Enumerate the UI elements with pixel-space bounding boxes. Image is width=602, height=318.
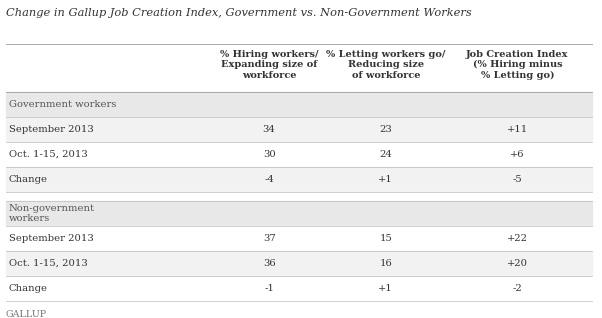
Bar — [6, 251, 592, 276]
Text: September 2013: September 2013 — [9, 125, 94, 134]
Text: Change: Change — [9, 284, 48, 293]
Bar — [6, 201, 592, 226]
Text: +1: +1 — [379, 284, 393, 293]
Text: % Hiring workers/
Expanding size of
workforce: % Hiring workers/ Expanding size of work… — [220, 50, 318, 80]
Text: GALLUP: GALLUP — [6, 310, 47, 318]
Text: 16: 16 — [379, 259, 392, 268]
Text: -2: -2 — [512, 284, 523, 293]
Text: +20: +20 — [507, 259, 528, 268]
Text: -1: -1 — [264, 284, 274, 293]
Text: +1: +1 — [379, 175, 393, 183]
Text: Job Creation Index
(% Hiring minus
% Letting go): Job Creation Index (% Hiring minus % Let… — [466, 50, 569, 80]
Text: +6: +6 — [510, 149, 524, 159]
Text: 34: 34 — [262, 125, 276, 134]
Bar — [6, 191, 592, 201]
Text: 24: 24 — [379, 149, 393, 159]
Bar — [6, 226, 592, 251]
Text: 30: 30 — [263, 149, 276, 159]
Text: Non-government
workers: Non-government workers — [9, 204, 95, 223]
Text: 37: 37 — [263, 234, 276, 243]
Text: Government workers: Government workers — [9, 100, 116, 108]
Text: Oct. 1-15, 2013: Oct. 1-15, 2013 — [9, 149, 88, 159]
Bar — [6, 92, 592, 116]
Text: +11: +11 — [507, 125, 528, 134]
Bar — [6, 116, 592, 142]
Text: -4: -4 — [264, 175, 274, 183]
Bar — [6, 167, 592, 191]
Bar — [6, 142, 592, 167]
Text: Change in Gallup Job Creation Index, Government vs. Non-Government Workers: Change in Gallup Job Creation Index, Gov… — [6, 8, 472, 17]
Text: 23: 23 — [379, 125, 392, 134]
Text: +22: +22 — [507, 234, 528, 243]
Text: % Letting workers go/
Reducing size
of workforce: % Letting workers go/ Reducing size of w… — [326, 50, 445, 80]
Text: Oct. 1-15, 2013: Oct. 1-15, 2013 — [9, 259, 88, 268]
Bar — [6, 276, 592, 301]
Text: 36: 36 — [263, 259, 276, 268]
Text: September 2013: September 2013 — [9, 234, 94, 243]
Text: 15: 15 — [379, 234, 393, 243]
Text: Change: Change — [9, 175, 48, 183]
Text: -5: -5 — [512, 175, 523, 183]
